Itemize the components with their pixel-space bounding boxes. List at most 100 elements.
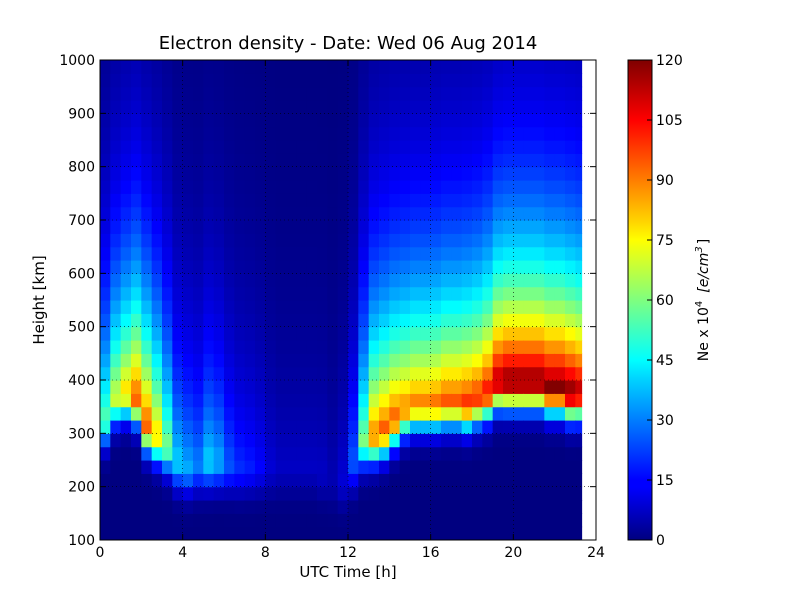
- heatmap-cell: [131, 260, 142, 274]
- heatmap-cell: [162, 446, 173, 461]
- heatmap-cell: [420, 300, 432, 314]
- heatmap-cell: [503, 486, 514, 501]
- heatmap-cell: [193, 446, 204, 461]
- heatmap-cell: [451, 300, 463, 314]
- heatmap-cell: [441, 313, 452, 328]
- heatmap-cell: [110, 220, 122, 234]
- heatmap-cell: [275, 246, 287, 261]
- heatmap-cell: [399, 460, 411, 474]
- heatmap-cell: [162, 233, 173, 248]
- heatmap-cell: [306, 246, 318, 261]
- heatmap-cell: [327, 446, 339, 461]
- heatmap-cell: [255, 246, 266, 261]
- heatmap-cell: [275, 233, 287, 248]
- heatmap-cell: [100, 180, 111, 194]
- heatmap-cell: [534, 460, 545, 474]
- heatmap-cell: [317, 73, 328, 88]
- heatmap-cell: [482, 166, 494, 181]
- heatmap-cell: [255, 86, 266, 101]
- heatmap-cell: [461, 233, 473, 248]
- heatmap-cell: [162, 73, 173, 88]
- heatmap-cell: [503, 180, 514, 194]
- heatmap-cell: [544, 513, 556, 528]
- heatmap-cell: [523, 300, 535, 314]
- heatmap-cell: [141, 446, 153, 461]
- heatmap-cell: [255, 446, 266, 461]
- heatmap-cell: [389, 60, 401, 74]
- heatmap-cell: [461, 246, 473, 261]
- heatmap-cell: [534, 433, 545, 448]
- heatmap-cell: [131, 206, 142, 221]
- heatmap-cell: [379, 86, 390, 101]
- heatmap-cell: [286, 113, 297, 128]
- heatmap-cell: [523, 286, 535, 301]
- heatmap-cell: [255, 313, 266, 328]
- heatmap-cell: [110, 113, 122, 128]
- heatmap-cell: [172, 340, 184, 354]
- heatmap-cell: [503, 140, 514, 154]
- heatmap-cell: [213, 433, 225, 448]
- heatmap-cell: [544, 446, 556, 461]
- heatmap-cell: [358, 166, 370, 181]
- heatmap-cell: [203, 273, 215, 288]
- heatmap-cell: [296, 260, 308, 274]
- heatmap-cell: [327, 193, 339, 208]
- heatmap-cell: [565, 100, 576, 114]
- heatmap-cell: [213, 86, 225, 101]
- heatmap-cell: [162, 60, 173, 74]
- heatmap-cell: [296, 153, 308, 168]
- heatmap-cell: [461, 193, 473, 208]
- heatmap-cell: [327, 433, 339, 448]
- heatmap-cell: [503, 433, 514, 448]
- heatmap-cell: [420, 286, 432, 301]
- heatmap-cell: [389, 153, 401, 168]
- heatmap-cell: [151, 166, 163, 181]
- heatmap-cell: [213, 446, 225, 461]
- heatmap-cell: [513, 126, 525, 141]
- heatmap-cell: [110, 313, 122, 328]
- heatmap-cell: [265, 473, 277, 488]
- heatmap-cell: [554, 446, 566, 461]
- heatmap-cell: [513, 100, 525, 114]
- heatmap-cell: [534, 340, 545, 354]
- heatmap-cell: [441, 246, 452, 261]
- heatmap-cell: [327, 73, 339, 88]
- heatmap-cell: [513, 473, 525, 488]
- heatmap-cell: [182, 326, 194, 341]
- heatmap-cell: [193, 246, 204, 261]
- x-tick-label: 0: [96, 545, 105, 561]
- heatmap-cell: [554, 326, 566, 341]
- heatmap-cell: [565, 526, 576, 540]
- heatmap-cell: [492, 273, 504, 288]
- heatmap-cell: [513, 140, 525, 154]
- heatmap-cell: [255, 420, 266, 434]
- heatmap-cell: [534, 313, 545, 328]
- heatmap-cell: [472, 153, 483, 168]
- heatmap-cell: [430, 433, 442, 448]
- heatmap-cell: [286, 340, 297, 354]
- heatmap-cell: [224, 220, 235, 234]
- heatmap-cell: [151, 326, 163, 341]
- heatmap-cell: [513, 420, 525, 434]
- heatmap-cell: [348, 86, 359, 101]
- heatmap-cell: [503, 73, 514, 88]
- heatmap-cell: [286, 166, 297, 181]
- heatmap-cell: [348, 140, 359, 154]
- heatmap-cell: [492, 313, 504, 328]
- heatmap-cell: [441, 393, 452, 408]
- heatmap-cell: [172, 260, 184, 274]
- colorbar-tick-label: 120: [656, 53, 683, 69]
- heatmap-cell: [296, 366, 308, 381]
- heatmap-cell: [275, 486, 287, 501]
- heatmap-cell: [534, 273, 545, 288]
- heatmap-cell: [151, 500, 163, 514]
- heatmap-cell: [575, 513, 583, 528]
- heatmap-cell: [327, 313, 339, 328]
- heatmap-cell: [523, 500, 535, 514]
- heatmap-cell: [544, 273, 556, 288]
- heatmap-cell: [110, 100, 122, 114]
- heatmap-cell: [193, 220, 204, 234]
- heatmap-cell: [162, 433, 173, 448]
- heatmap-cell: [472, 406, 483, 421]
